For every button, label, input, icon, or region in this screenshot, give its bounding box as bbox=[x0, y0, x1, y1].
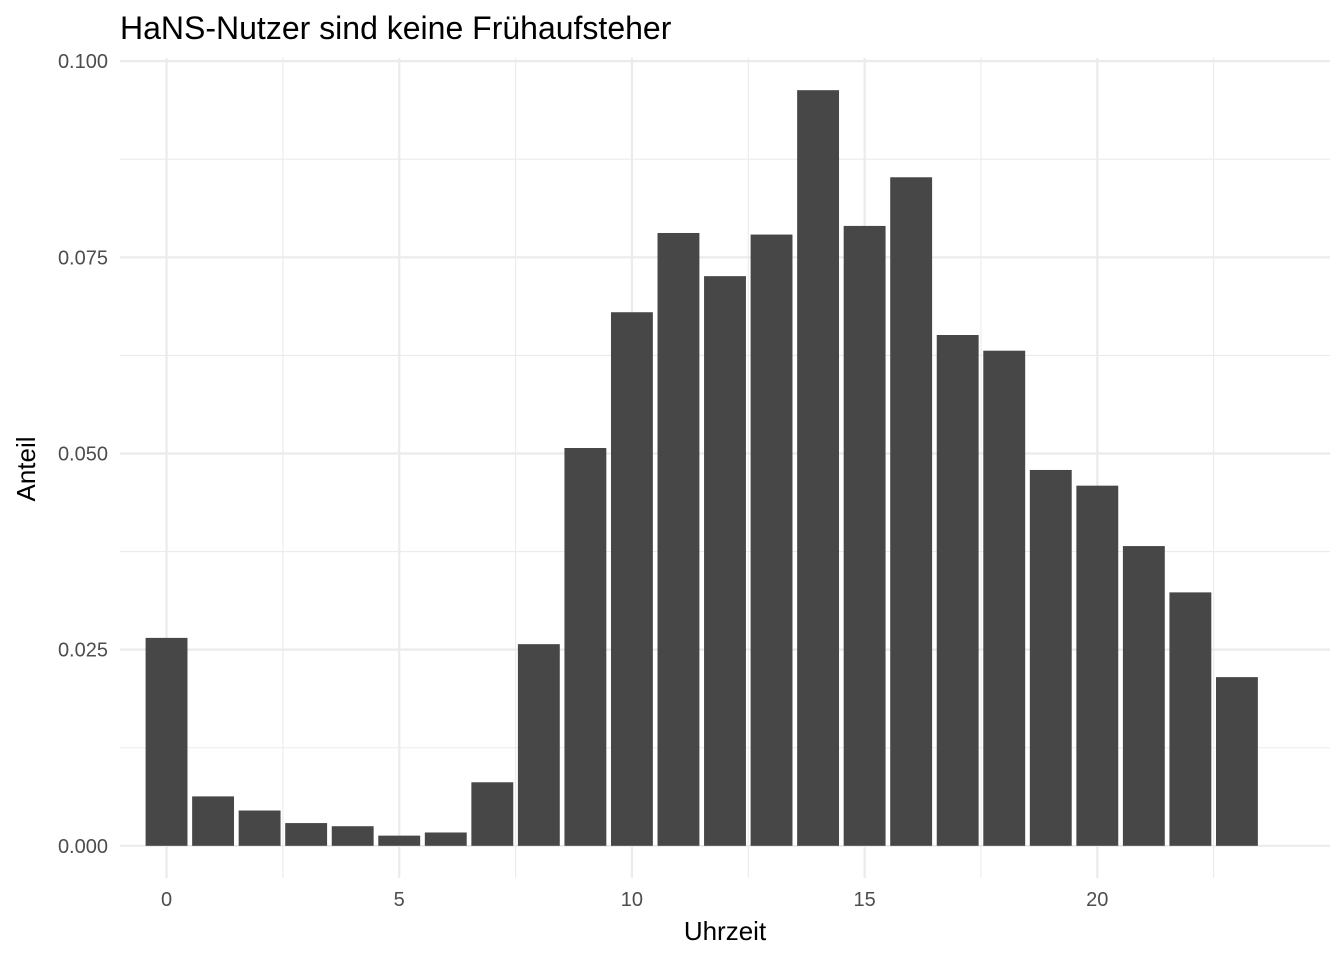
y-tick-label: 0.100 bbox=[58, 51, 108, 73]
bar-hour-23 bbox=[1215, 677, 1258, 846]
x-tick-label: 0 bbox=[161, 889, 172, 911]
y-tick-label: 0.025 bbox=[58, 640, 108, 662]
bar-hour-19 bbox=[1029, 469, 1072, 846]
x-tick-label: 15 bbox=[853, 889, 875, 911]
bar-hour-0 bbox=[145, 637, 188, 846]
bar-hour-17 bbox=[936, 334, 979, 846]
bar-hour-12 bbox=[704, 276, 746, 846]
y-axis-title: Anteil bbox=[11, 436, 41, 501]
bar-hour-2 bbox=[238, 810, 281, 846]
y-axis-ticks: 0.000 0.025 0.050 0.075 0.100 bbox=[58, 51, 108, 858]
bar-hour-7 bbox=[471, 782, 514, 846]
bar-hour-11 bbox=[657, 232, 700, 846]
x-axis-title: Uhrzeit bbox=[684, 916, 767, 946]
bar-hour-16 bbox=[890, 177, 933, 846]
bar-hour-13 bbox=[750, 234, 793, 846]
bar-hour-22 bbox=[1169, 592, 1212, 846]
bar-hour-8 bbox=[517, 644, 560, 846]
bar-hour-4 bbox=[331, 826, 374, 846]
chart-title: HaNS-Nutzer sind keine Frühaufsteher bbox=[120, 10, 672, 46]
bar-hour-6 bbox=[424, 832, 467, 846]
bars bbox=[145, 90, 1258, 846]
x-tick-label: 5 bbox=[394, 889, 405, 911]
bar-hour-14 bbox=[797, 90, 840, 846]
bar-hour-10 bbox=[610, 312, 653, 846]
x-axis-ticks: 0 5 10 15 20 bbox=[161, 889, 1108, 911]
bar-hour-1 bbox=[192, 796, 235, 846]
x-tick-label: 10 bbox=[621, 889, 643, 911]
y-tick-label: 0.075 bbox=[58, 247, 108, 269]
bar-hour-3 bbox=[285, 823, 328, 846]
bar-hour-20 bbox=[1076, 485, 1119, 846]
bar-hour-9 bbox=[564, 447, 607, 846]
bar-hour-5 bbox=[378, 835, 421, 846]
y-tick-label: 0.050 bbox=[58, 443, 108, 465]
bar-hour-21 bbox=[1122, 546, 1165, 846]
y-tick-label: 0.000 bbox=[58, 836, 108, 858]
x-tick-label: 20 bbox=[1086, 889, 1108, 911]
bar-hour-18 bbox=[983, 350, 1026, 846]
bar-hour-15 bbox=[843, 225, 886, 846]
